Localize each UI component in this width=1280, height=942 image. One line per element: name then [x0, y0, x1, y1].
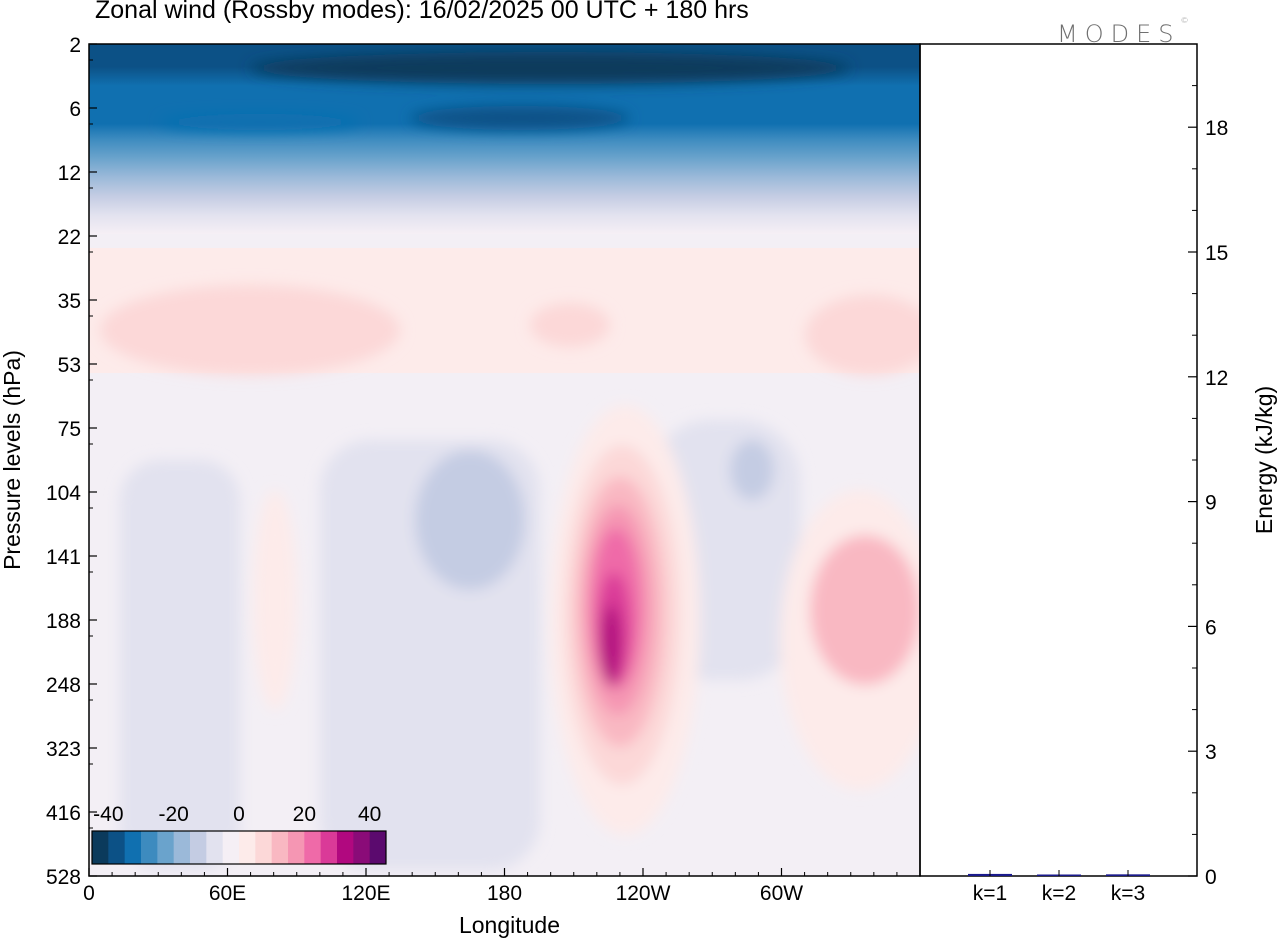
y-tick-label: 12: [58, 162, 81, 185]
x-tick-label: 180: [487, 882, 522, 905]
colorbar-tick-label: -20: [158, 803, 188, 826]
easterly-lobe-west: [160, 114, 360, 130]
colorbar-swatch: [369, 831, 387, 864]
colorbar-swatch: [320, 831, 338, 864]
colorbar-swatch: [288, 831, 305, 864]
y-tick-label: 248: [46, 674, 81, 697]
energy-axis-label: Energy (kJ/kg): [1251, 386, 1277, 534]
y-tick-label: 2: [69, 34, 81, 57]
lavender-column-1: [120, 460, 240, 870]
colorbar-swatch: [124, 831, 142, 864]
energy-tick-label: 12: [1205, 367, 1228, 390]
colorbar-swatch: [239, 831, 256, 864]
colorbar-swatch: [157, 831, 175, 864]
y-tick-label: 416: [46, 802, 81, 825]
colorbar-frame: [91, 830, 387, 865]
y-tick-label: 53: [58, 354, 81, 377]
y-tick-label: 528: [46, 866, 81, 889]
x-tick-label: 60W: [760, 882, 803, 905]
easterly-core: [250, 52, 850, 84]
y-tick-label: 141: [46, 546, 81, 569]
x-tick-label: 120W: [616, 882, 671, 905]
colorbar-swatch: [271, 831, 289, 864]
colorbar-tick-label: 20: [293, 803, 316, 826]
energy-plot-frame: [919, 43, 1198, 877]
colorbar: -40 -20 0 20 40: [91, 803, 387, 865]
colorbar-swatch: [337, 831, 354, 864]
pink-blob-west: [100, 285, 400, 375]
axes-group: 2 6 12 22 35 53 75 104 141 188 248 323 416 528 Pressur…: [0, 34, 1277, 938]
y-tick-label: 104: [46, 482, 81, 505]
chart-title: Zonal wind (Rossby modes): 16/02/2025 00…: [95, 0, 749, 24]
jet-contour-35: [601, 605, 621, 685]
energy-tick-label: 0: [1205, 866, 1217, 889]
energy-tick-label: 15: [1205, 242, 1228, 265]
colorbar-tick-label: 40: [358, 803, 381, 826]
pink-blob-east: [805, 295, 920, 375]
copyright-mark: ©: [1180, 16, 1189, 25]
energy-bar-label: k=1: [973, 882, 1007, 905]
pink-column-60e: [253, 490, 297, 710]
energy-tick-label: 3: [1205, 741, 1217, 764]
energy-bars: k=1 k=2 k=3: [968, 870, 1150, 905]
y-tick-label: 22: [58, 226, 81, 249]
colorbar-tick-label: 0: [233, 803, 245, 826]
pink-blob-center: [530, 303, 610, 347]
x-axis-label: Longitude: [459, 912, 560, 938]
energy-bar-label: k=2: [1042, 882, 1076, 905]
colorbar-swatch: [222, 831, 240, 864]
energy-tick-label: 18: [1205, 117, 1228, 140]
colorbar-swatch: [141, 831, 158, 864]
x-tick-label: 120E: [341, 882, 390, 905]
colorbar-swatch: [190, 831, 207, 864]
y-axis-label: Pressure levels (hPa): [0, 350, 25, 570]
colorbar-tick-label: -40: [93, 803, 123, 826]
contour-field: [89, 44, 920, 876]
colorbar-swatch: [108, 831, 126, 864]
colorbar-swatch: [206, 831, 224, 864]
colorbar-swatch: [173, 831, 191, 864]
energy-bar-label: k=3: [1111, 882, 1145, 905]
energy-tick-label: 9: [1205, 492, 1217, 515]
energy-tick-label: 6: [1205, 616, 1217, 639]
y-tick-label: 35: [58, 290, 81, 313]
x-tick-label: 60E: [209, 882, 246, 905]
blue-blob-60w: [730, 440, 774, 500]
colorbar-swatch: [353, 831, 371, 864]
colorbar-swatch: [255, 831, 273, 864]
easterly-lobe: [410, 106, 630, 130]
y-tick-label: 188: [46, 610, 81, 633]
y-tick-label: 6: [69, 98, 81, 121]
colorbar-swatch: [304, 831, 322, 864]
colorbar-swatch: [92, 831, 109, 864]
y-tick-label: 323: [46, 738, 81, 761]
x-tick-label: 0: [83, 882, 95, 905]
blue-blob-180: [415, 450, 525, 590]
y-tick-label: 75: [58, 418, 81, 441]
pink-core-east: [810, 535, 920, 685]
